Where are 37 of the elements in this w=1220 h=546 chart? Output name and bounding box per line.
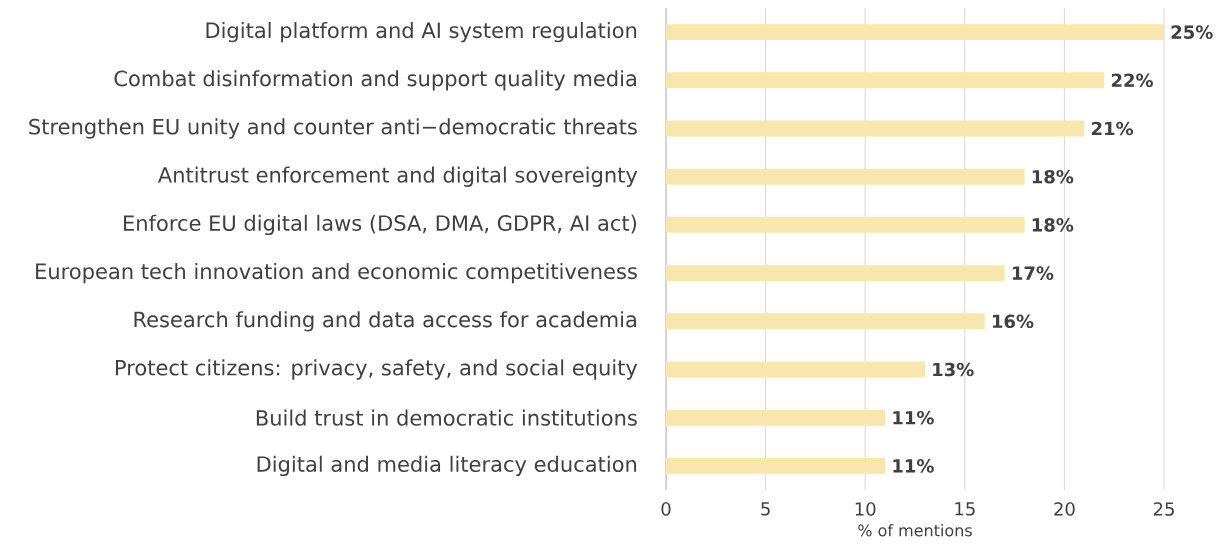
y-tick-label: Protect citizens: privacy, safety, and social equity (115, 359, 638, 380)
bar (666, 24, 1165, 41)
bar (666, 457, 886, 474)
x-tick-label: 20 (1054, 502, 1075, 516)
data-label: 18% (1032, 169, 1074, 184)
bar (666, 72, 1105, 89)
bar (666, 120, 1085, 137)
bar (666, 265, 1005, 282)
data-label: 11% (893, 410, 934, 425)
y-tick-label: European tech innovation and economic competitiveness (36, 262, 637, 284)
x-tick-label: 0 (661, 502, 671, 516)
data-label: 21% (1091, 121, 1134, 136)
x-tick-label: 15 (955, 502, 975, 516)
data-label: 11% (893, 459, 934, 473)
x-tick-label: 10 (855, 502, 876, 516)
y-tick-label: Enforce EU digital laws (DSA, DMA, GDPR, AI act) (124, 214, 637, 236)
data-label: 18% (1032, 218, 1074, 232)
bar (666, 168, 1025, 185)
bar (666, 361, 925, 378)
y-tick-label: Digital and media literacy education (257, 455, 637, 477)
x-tick-label: 5 (761, 502, 770, 516)
x-tick-label: 25 (1153, 502, 1174, 516)
y-tick-label: Digital platform and AI system regulation (206, 21, 637, 43)
data-label: 17% (1012, 266, 1054, 280)
bar (666, 409, 886, 426)
data-label: 22% (1111, 73, 1153, 88)
y-tick-label: Strengthen EU unity and counter anti−democratic threats (29, 118, 637, 139)
bar (666, 216, 1025, 233)
y-tick-label: Antitrust enforcement and digital sovereignty (157, 166, 638, 187)
data-label: 13% (933, 362, 974, 377)
bar (666, 313, 985, 330)
x-axis-title: % of mentions (858, 524, 972, 537)
data-label: 25% (1171, 25, 1213, 39)
y-tick-label: Research funding and data access for academia (134, 311, 636, 332)
y-tick-label: Combat disinformation and support quality media (114, 70, 636, 91)
data-label: 16% (992, 314, 1034, 329)
y-tick-label: Build trust in democratic institutions (256, 409, 637, 426)
